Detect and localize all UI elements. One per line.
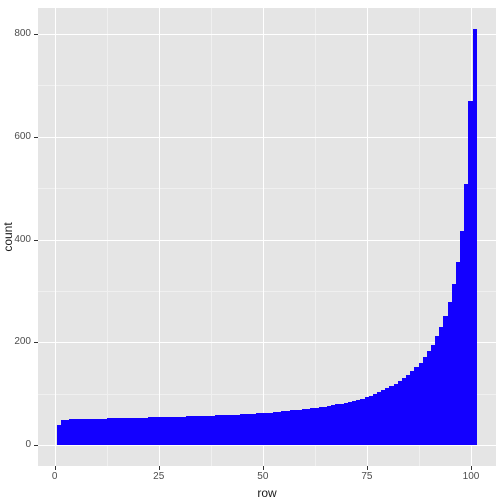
x-tick-mark [471, 466, 472, 470]
y-tick-label: 0 [0, 440, 31, 450]
x-tick-label: 0 [52, 472, 58, 482]
x-tick-label: 100 [463, 472, 480, 482]
y-axis-label: count [1, 222, 15, 251]
bar [473, 29, 477, 446]
x-tick-mark [55, 466, 56, 470]
x-tick-label: 75 [361, 472, 372, 482]
bars-container [57, 8, 477, 466]
y-tick-mark [34, 240, 38, 241]
x-tick-label: 50 [257, 472, 268, 482]
y-tick-mark [34, 34, 38, 35]
y-tick-mark [34, 445, 38, 446]
y-tick-label: 600 [0, 132, 31, 142]
gridline-v [55, 8, 56, 466]
y-tick-label: 800 [0, 29, 31, 39]
x-tick-mark [159, 466, 160, 470]
y-tick-mark [34, 342, 38, 343]
x-tick-mark [263, 466, 264, 470]
bar-chart-figure: 02550751000200400600800 count row [0, 0, 504, 504]
x-tick-mark [367, 466, 368, 470]
x-axis-label: row [257, 486, 276, 500]
x-tick-label: 25 [153, 472, 164, 482]
y-tick-mark [34, 137, 38, 138]
y-tick-label: 200 [0, 337, 31, 347]
